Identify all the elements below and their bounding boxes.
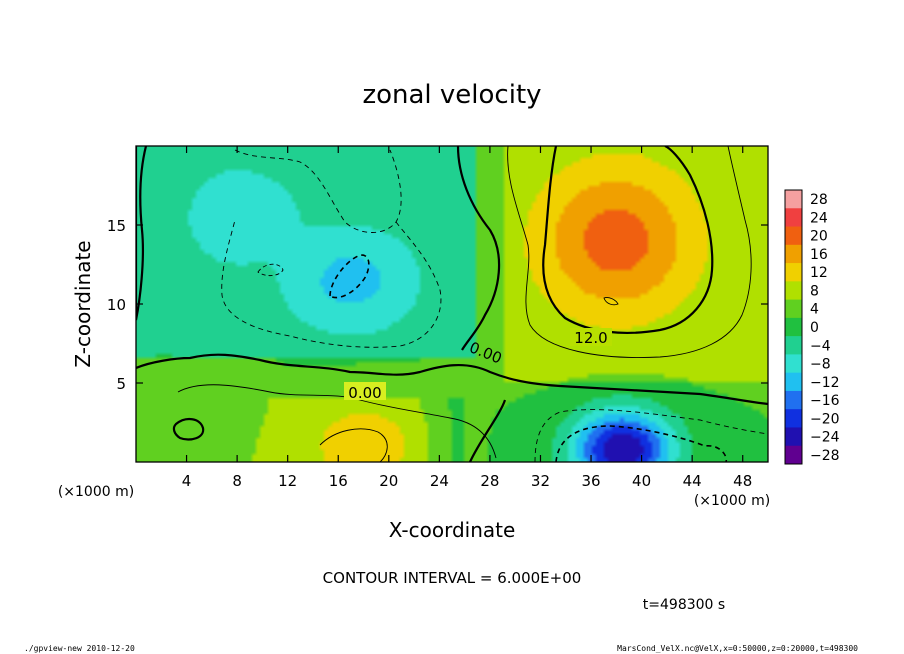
colorbar-label: 20 (810, 229, 828, 245)
colorbar-swatch (785, 281, 802, 301)
colorbar-swatch (785, 354, 802, 374)
x-unit-left: (×1000 m) (58, 484, 134, 500)
y-tick-label: 15 (107, 217, 126, 235)
x-tick-label: 40 (632, 472, 651, 490)
colorbar-label: 24 (810, 210, 828, 226)
x-tick-label: 8 (232, 472, 242, 490)
colorbar-label: 12 (810, 265, 828, 281)
colorbar-swatch (785, 372, 802, 392)
zero-contour-right-edge (468, 399, 507, 462)
time-text: t=498300 s (643, 597, 725, 613)
colorbar-label: −4 (810, 338, 831, 354)
contour-6 (507, 146, 752, 358)
velocity-field (136, 146, 768, 462)
x-unit-right: (×1000 m) (694, 493, 770, 509)
contour-interval-text: CONTOUR INTERVAL = 6.000E+00 (323, 569, 582, 587)
colorbar-swatch (785, 208, 802, 228)
colorbar-swatch (785, 336, 802, 355)
x-tick-label: 32 (531, 472, 550, 490)
contour-minus12-d (555, 425, 728, 462)
y-axis-label: Z-coordinate (71, 240, 95, 367)
colorbar-swatch (785, 445, 802, 465)
footer-left-text: ./gpview-new 2010-12-20 (24, 644, 135, 653)
colorbar-swatch (785, 263, 802, 282)
colorbar-swatch (785, 427, 802, 447)
y-tick-label: 10 (107, 296, 126, 314)
contour-minus6-d (534, 409, 768, 462)
contour-minus6-a (234, 149, 402, 233)
zero-contour-lower (136, 353, 768, 406)
x-tick-label: 44 (683, 472, 702, 490)
colorbar-label: −12 (810, 375, 840, 391)
colorbar-label: −8 (810, 357, 831, 373)
colorbar-label: 8 (810, 283, 819, 299)
colorbar-label: 4 (810, 302, 819, 318)
colorbar-swatch (785, 299, 802, 319)
colorbar-swatch (785, 244, 802, 264)
contour-label-twelve: 12.0 (574, 329, 607, 347)
contour-18 (603, 297, 619, 306)
chart-title: zonal velocity (362, 80, 541, 110)
contour-minus6-c (257, 263, 284, 277)
y-axis: 5 10 15 (107, 217, 768, 393)
x-tick-label: 20 (379, 472, 398, 490)
x-tick-label: 48 (733, 472, 752, 490)
colorbar-swatch (785, 317, 802, 337)
colorbar-label: −20 (810, 411, 840, 427)
zero-contour-blob (172, 418, 205, 441)
colorbar-frame (784, 189, 803, 465)
colorbar-label: −28 (810, 448, 840, 464)
colorbar-label: 0 (810, 320, 819, 336)
x-axis-label: X-coordinate (389, 518, 516, 542)
colorbar-label: 16 (810, 247, 828, 263)
y-tick-label: 5 (116, 375, 126, 393)
footer-right-text: MarsCond_VelX.nc@VelX,x=0:50000,z=0:2000… (617, 644, 858, 653)
plot-area: 0.00 0.00 12.0 (135, 145, 769, 463)
contour-minus6-b (221, 219, 442, 348)
colorbar-swatch (785, 190, 802, 209)
x-tick-label: 12 (278, 472, 297, 490)
contour-label-zero-a: 0.00 (348, 384, 381, 402)
zero-contour-upper (456, 146, 501, 351)
contour-12-lower (319, 428, 388, 462)
colorbar-swatch (785, 409, 802, 428)
contour-12 (542, 146, 714, 334)
colorbar-swatch (785, 390, 802, 410)
x-tick-label: 36 (581, 472, 600, 490)
x-tick-label: 16 (329, 472, 348, 490)
x-tick-label: 24 (430, 472, 449, 490)
colorbar-swatch (785, 226, 802, 246)
colorbar-label: −24 (810, 430, 840, 446)
x-axis: 4 8 12 16 20 24 28 32 36 40 44 48 (182, 146, 752, 490)
colorbar: 28 24 20 16 12 8 4 0 −4 −8 −12 −16 −20 −24 −28 (784, 189, 840, 465)
x-tick-label: 28 (480, 472, 499, 490)
colorbar-label: 28 (810, 192, 828, 208)
colorbar-label: −16 (810, 393, 840, 409)
x-tick-label: 4 (182, 472, 192, 490)
